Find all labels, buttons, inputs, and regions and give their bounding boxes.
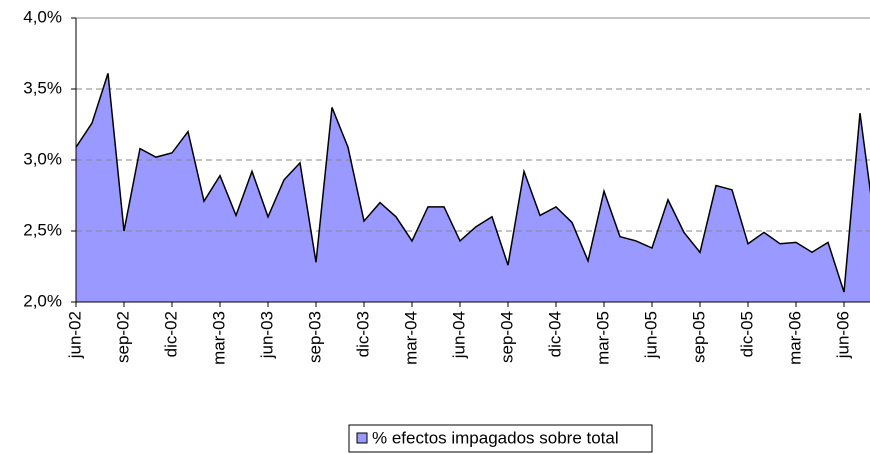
x-tick-label: mar-03 [209,311,228,365]
x-tick-label: mar-04 [401,311,420,365]
y-tick-label: 4,0% [23,7,62,26]
x-tick-label: jun-06 [833,311,852,359]
x-tick-label: sep-03 [305,311,324,363]
x-tick-label: sep-05 [689,311,708,363]
axes: 2,0% 2,5% 3,0% 3,5% 4,0% jun-02 sep-02 dic-02 ma… [23,7,870,365]
x-tick-label: mar-06 [785,311,804,365]
x-tick-label: dic-04 [545,311,564,357]
x-tick-label: sep-04 [497,311,516,363]
legend: % efectos impagados sobre total [348,424,653,453]
x-tick-label: mar-05 [593,311,612,365]
legend-box [348,424,653,453]
x-tick-label: jun-04 [449,311,468,359]
x-tick-label: jun-02 [65,311,84,359]
x-tick-label: dic-05 [737,311,756,357]
x-tick-label: jun-03 [257,311,276,359]
x-tick-label: dic-02 [161,311,180,357]
y-tick-label: 3,5% [23,78,62,97]
plot-area [76,73,870,302]
line [76,73,870,293]
legend-swatch [356,432,368,444]
y-tick-label: 3,0% [23,149,62,168]
x-tick-label: sep-02 [113,311,132,363]
legend-label: % efectos impagados sobre total [372,428,619,447]
y-tick-label: 2,0% [23,291,62,310]
x-tick-label: jun-05 [641,311,660,359]
area [76,73,870,302]
x-tick-label: dic-03 [353,311,372,357]
y-tick-label: 2,5% [23,220,62,239]
